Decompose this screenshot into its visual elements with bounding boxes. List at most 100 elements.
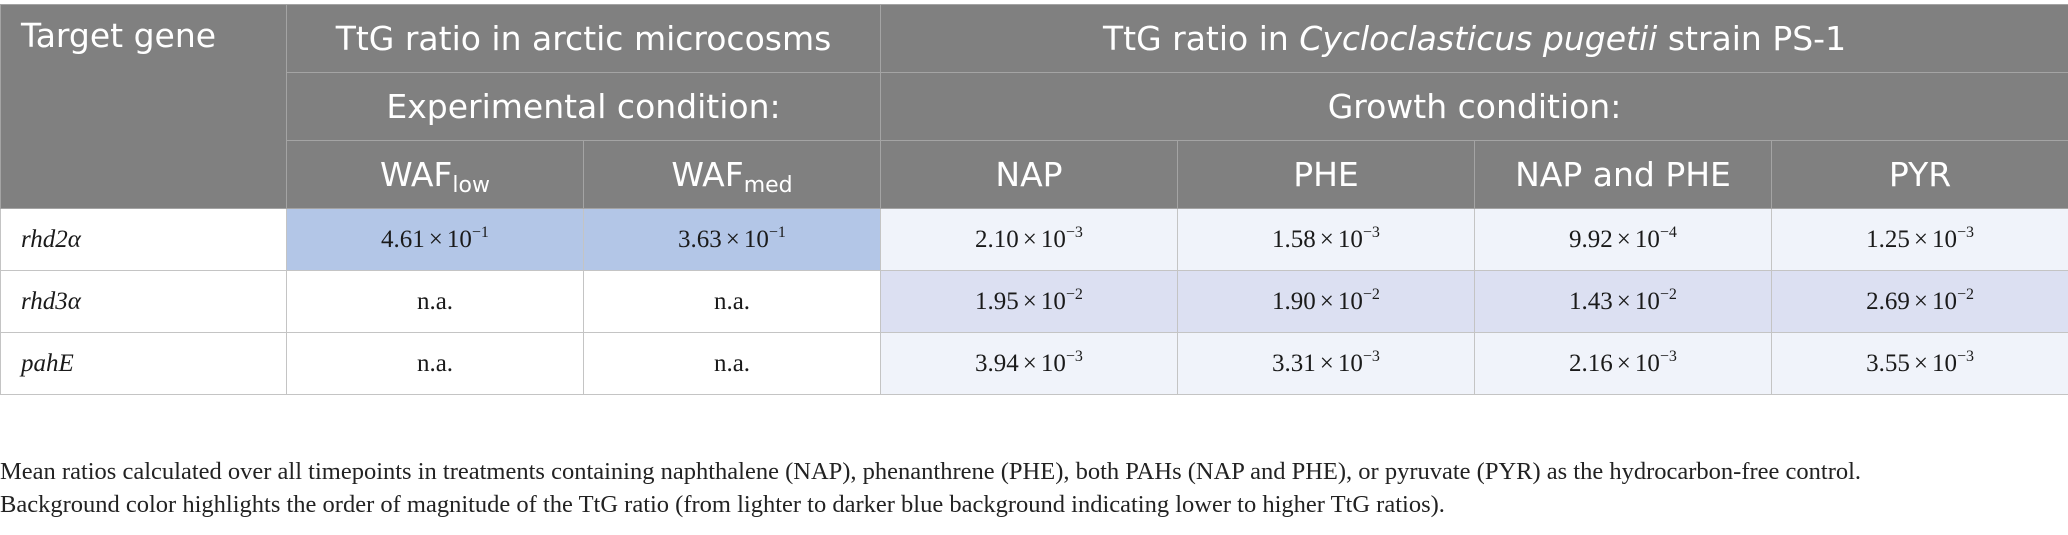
- header-row-2: Experimental condition: Growth condition…: [1, 72, 2068, 141]
- footnote-line-1: Mean ratios calculated over all timepoin…: [0, 458, 1862, 485]
- ratio-base: 10: [743, 225, 769, 253]
- ratio-exponent: −1: [471, 223, 489, 241]
- header-row-3: WAFlow WAFmed NAP PHE NAP and PHE PYR: [1, 140, 2068, 209]
- ratio-times-sign: ×: [1616, 225, 1631, 253]
- na-cell: n.a.: [583, 270, 881, 333]
- ratio-base: 10: [1634, 349, 1660, 377]
- strain-header-suffix: strain PS-1: [1657, 19, 1847, 58]
- ratio-cell: 1.25 × 10−3: [1770, 208, 2068, 271]
- ratio-mantissa: 1.25: [1866, 225, 1910, 253]
- ratio-exponent: −2: [1362, 285, 1380, 303]
- ratio-times-sign: ×: [725, 225, 740, 253]
- column-header-sub: med: [743, 173, 793, 198]
- ratio-times-sign: ×: [1913, 349, 1928, 377]
- ratio-cell: 2.69 × 10−2: [1770, 270, 2068, 333]
- ratio-exponent: −3: [1362, 223, 1380, 241]
- ratio-exponent: −3: [1659, 347, 1677, 365]
- ratio-exponent: −4: [1659, 223, 1677, 241]
- ratio-mantissa: 1.95: [975, 287, 1019, 315]
- footnote-line-2: Background color highlights the order of…: [0, 491, 1445, 518]
- column-header-base: NAP: [995, 155, 1063, 194]
- ratio-base: 10: [1040, 225, 1066, 253]
- na-cell: n.a.: [286, 270, 584, 333]
- column-header-pyr: PYR: [1770, 140, 2068, 209]
- ttg-ratio-table: Target gene TtG ratio in arctic microcos…: [0, 4, 2068, 395]
- table-row: rhd3α n.a. n.a. 1.95 × 10−2 1.90 × 10−2 1.43 × 10−2…: [0, 270, 2068, 333]
- column-header-base: NAP and PHE: [1515, 155, 1731, 194]
- ratio-cell: 4.61 × 10−1: [286, 208, 584, 271]
- ratio-mantissa: 3.94: [975, 349, 1019, 377]
- ratio-mantissa: 3.63: [678, 225, 722, 253]
- ratio-exponent: −3: [1065, 223, 1083, 241]
- ratio-base: 10: [1337, 225, 1363, 253]
- ratio-base: 10: [1931, 287, 1957, 315]
- ratio-cell: 3.55 × 10−3: [1770, 332, 2068, 395]
- ratio-mantissa: 2.69: [1866, 287, 1910, 315]
- table-header: Target gene TtG ratio in arctic microcos…: [0, 4, 2068, 209]
- ratio-cell: 2.16 × 10−3: [1474, 332, 1772, 395]
- ratio-times-sign: ×: [1616, 349, 1631, 377]
- ratio-mantissa: 2.10: [975, 225, 1019, 253]
- gene-name-cell: pahE: [0, 332, 287, 395]
- column-header-phe: PHE: [1177, 140, 1475, 209]
- ratio-exponent: −3: [1956, 223, 1974, 241]
- ratio-times-sign: ×: [1319, 349, 1334, 377]
- column-header-waf-med: WAFmed: [583, 140, 881, 209]
- ratio-mantissa: 2.16: [1569, 349, 1613, 377]
- gene-name-cell: rhd2α: [0, 208, 287, 271]
- growth-condition-header: Growth condition:: [879, 72, 2068, 141]
- column-header-base: WAF: [380, 155, 453, 194]
- table-row: rhd2α 4.61 × 10−1 3.63 × 10−1 2.10 × 10−3 1.58 × 10−…: [0, 208, 2068, 271]
- ratio-mantissa: 4.61: [381, 225, 425, 253]
- column-header-base: PHE: [1293, 155, 1359, 194]
- ratio-cell: 1.90 × 10−2: [1177, 270, 1475, 333]
- ratio-cell: 1.58 × 10−3: [1177, 208, 1475, 271]
- na-cell: n.a.: [286, 332, 584, 395]
- ratio-mantissa: 3.31: [1272, 349, 1316, 377]
- ratio-base: 10: [1337, 349, 1363, 377]
- ratio-base: 10: [1337, 287, 1363, 315]
- ratio-times-sign: ×: [1616, 287, 1631, 315]
- ratio-cell: 1.95 × 10−2: [880, 270, 1178, 333]
- ratio-base: 10: [1931, 349, 1957, 377]
- ratio-times-sign: ×: [1022, 349, 1037, 377]
- table-footnote: Mean ratios calculated over all timepoin…: [0, 455, 2066, 521]
- strain-header: TtG ratio in Cycloclasticus pugetii stra…: [879, 4, 2068, 73]
- ratio-mantissa: 1.58: [1272, 225, 1316, 253]
- column-header-base: PYR: [1888, 155, 1952, 194]
- ratio-mantissa: 1.90: [1272, 287, 1316, 315]
- gene-name-cell: rhd3α: [0, 270, 287, 333]
- ratio-times-sign: ×: [1022, 225, 1037, 253]
- ratio-cell: 2.10 × 10−3: [880, 208, 1178, 271]
- ratio-cell: 3.31 × 10−3: [1177, 332, 1475, 395]
- ratio-mantissa: 1.43: [1569, 287, 1613, 315]
- ratio-times-sign: ×: [1913, 287, 1928, 315]
- ratio-cell: 3.63 × 10−1: [583, 208, 881, 271]
- table-body: rhd2α 4.61 × 10−1 3.63 × 10−1 2.10 × 10−3 1.58 × 10−…: [0, 208, 2068, 395]
- ratio-exponent: −1: [768, 223, 786, 241]
- ratio-base: 10: [1931, 225, 1957, 253]
- ratio-exponent: −2: [1956, 285, 1974, 303]
- ratio-base: 10: [1634, 287, 1660, 315]
- column-header-sub: low: [452, 173, 490, 198]
- column-header-base: WAF: [671, 155, 744, 194]
- experimental-condition-header: Experimental condition:: [286, 72, 881, 141]
- target-gene-header: Target gene: [0, 4, 287, 209]
- column-header-nap: NAP: [880, 140, 1178, 209]
- ratio-exponent: −3: [1065, 347, 1083, 365]
- ratio-exponent: −3: [1362, 347, 1380, 365]
- ratio-exponent: −2: [1065, 285, 1083, 303]
- ratio-mantissa: 9.92: [1569, 225, 1613, 253]
- ratio-mantissa: 3.55: [1866, 349, 1910, 377]
- ratio-cell: 3.94 × 10−3: [880, 332, 1178, 395]
- strain-header-species: Cycloclasticus pugetii: [1299, 19, 1658, 58]
- ratio-times-sign: ×: [1913, 225, 1928, 253]
- column-header-nap-and-phe: NAP and PHE: [1474, 140, 1772, 209]
- ratio-times-sign: ×: [428, 225, 443, 253]
- ratio-exponent: −2: [1659, 285, 1677, 303]
- ratio-times-sign: ×: [1022, 287, 1037, 315]
- ratio-times-sign: ×: [1319, 287, 1334, 315]
- ratio-times-sign: ×: [1319, 225, 1334, 253]
- header-row-1: Target gene TtG ratio in arctic microcos…: [0, 4, 2068, 209]
- table-row: pahE n.a. n.a. 3.94 × 10−3 3.31 × 10−3 2.16 × 10−3 3…: [0, 332, 2068, 395]
